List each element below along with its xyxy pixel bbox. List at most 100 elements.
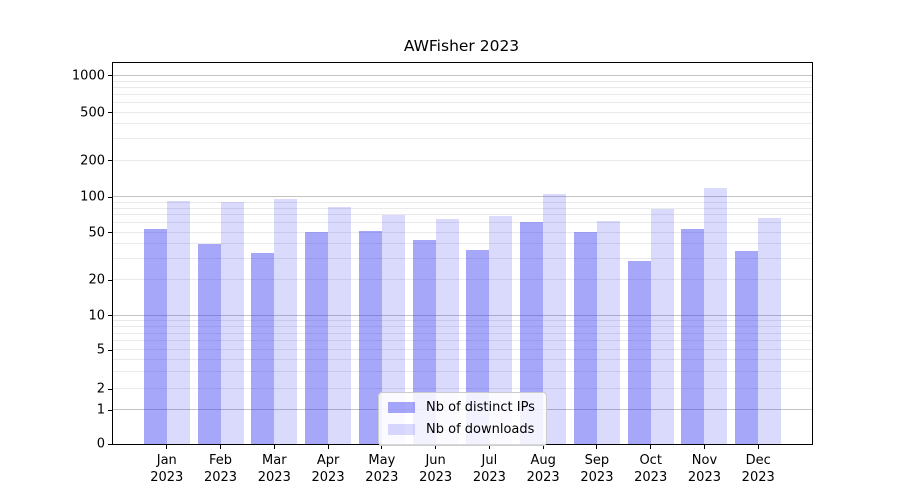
y-tick-mark — [108, 279, 113, 281]
x-tick-label-aug: Aug 2023 — [526, 453, 560, 485]
x-tick-mark — [273, 444, 275, 449]
downloads-bar-oct — [650, 208, 674, 444]
minor-gridline — [113, 231, 812, 233]
x-tick-mark — [381, 444, 383, 449]
distinct-ips-bar-oct — [627, 260, 651, 444]
minor-gridline — [113, 214, 812, 216]
downloads-bar-apr — [328, 207, 352, 444]
minor-gridline — [113, 201, 812, 203]
y-tick-mark — [108, 443, 113, 445]
x-tick-mark — [327, 444, 329, 449]
y-tick-mark — [108, 196, 113, 198]
y-tick-mark — [108, 388, 113, 390]
x-tick-label-dec: Dec 2023 — [741, 453, 775, 485]
minor-gridline — [113, 371, 812, 373]
x-tick-label-may: May 2023 — [365, 453, 399, 485]
minor-gridline — [113, 159, 812, 161]
x-tick-label-jan: Jan 2023 — [150, 453, 184, 485]
downloads-bar-nov — [704, 188, 728, 444]
distinct-ips-bar-dec — [735, 251, 759, 444]
distinct-ips-bar-nov — [681, 228, 705, 444]
x-tick-label-nov: Nov 2023 — [687, 453, 721, 485]
legend: Nb of distinct IPs Nb of downloads — [378, 392, 547, 446]
chart-title: AWFisher 2023 — [403, 37, 520, 55]
x-tick-mark — [596, 444, 598, 449]
legend-label-downloads: Nb of downloads — [426, 422, 535, 437]
minor-gridline — [113, 111, 812, 113]
minor-gridline — [113, 86, 812, 88]
minor-gridline — [113, 101, 812, 103]
minor-gridline — [113, 326, 812, 328]
minor-gridline — [113, 358, 812, 360]
minor-gridline — [113, 123, 812, 125]
x-tick-label-sep: Sep 2023 — [580, 453, 614, 485]
y-tick-label: 200 — [80, 153, 105, 169]
legend-item-distinct-ips: Nb of distinct IPs — [388, 400, 535, 415]
legend-swatch-downloads — [388, 424, 415, 435]
downloads-bar-jan — [166, 200, 190, 444]
y-tick-mark — [108, 315, 113, 317]
downloads-bar-feb — [220, 201, 244, 444]
y-tick-label: 500 — [80, 105, 105, 121]
x-tick-mark — [757, 444, 759, 449]
y-tick-label: 0 — [96, 436, 105, 452]
x-tick-mark — [435, 444, 437, 449]
minor-gridline — [113, 349, 812, 351]
x-tick-label-feb: Feb 2023 — [203, 453, 238, 485]
distinct-ips-bar-apr — [305, 231, 329, 444]
distinct-ips-bar-feb — [197, 244, 221, 444]
y-tick-label: 1 — [96, 402, 105, 418]
y-tick-label: 20 — [88, 272, 105, 288]
minor-gridline — [113, 138, 812, 140]
y-tick-mark — [108, 112, 113, 114]
x-tick-mark — [220, 444, 222, 449]
minor-gridline — [113, 243, 812, 245]
downloads-bar-may — [381, 215, 405, 444]
minor-gridline — [113, 93, 812, 95]
y-tick-label: 5 — [96, 342, 105, 358]
x-tick-mark — [166, 444, 168, 449]
minor-gridline — [113, 340, 812, 342]
legend-item-downloads: Nb of downloads — [388, 422, 535, 437]
x-tick-mark — [488, 444, 490, 449]
x-tick-mark — [650, 444, 652, 449]
minor-gridline — [113, 279, 812, 281]
minor-gridline — [113, 332, 812, 334]
x-tick-label-jun: Jun 2023 — [419, 453, 453, 485]
distinct-ips-bar-aug — [520, 222, 544, 444]
minor-gridline — [113, 222, 812, 224]
distinct-ips-bar-sep — [573, 231, 597, 444]
y-tick-mark — [108, 75, 113, 77]
y-tick-mark — [108, 232, 113, 234]
x-tick-mark — [542, 444, 544, 449]
x-tick-label-mar: Mar 2023 — [257, 453, 291, 485]
legend-swatch-distinct-ips — [388, 402, 415, 413]
y-tick-mark — [108, 349, 113, 351]
y-tick-label: 2 — [96, 381, 105, 397]
minor-gridline — [113, 388, 812, 390]
downloads-bar-mar — [274, 199, 298, 444]
legend-label-distinct-ips: Nb of distinct IPs — [426, 400, 535, 415]
downloads-bar-jul — [489, 216, 513, 444]
minor-gridline — [113, 258, 812, 260]
y-tick-mark — [108, 160, 113, 162]
major-gridline — [113, 314, 812, 316]
y-tick-label: 50 — [88, 225, 105, 241]
major-gridline — [113, 196, 812, 198]
y-tick-label: 1000 — [71, 68, 105, 84]
y-tick-label: 100 — [80, 189, 105, 205]
x-tick-label-oct: Oct 2023 — [634, 453, 668, 485]
downloads-bar-jun — [435, 219, 459, 444]
x-tick-mark — [703, 444, 705, 449]
minor-gridline — [113, 80, 812, 82]
x-tick-label-jul: Jul 2023 — [472, 453, 506, 485]
downloads-bar-sep — [596, 220, 620, 444]
distinct-ips-bar-jan — [143, 228, 167, 444]
distinct-ips-bar-mar — [251, 252, 275, 444]
downloads-bar-dec — [758, 217, 782, 444]
plot-area: 0 1 2 5 10 20 50 100 200 500 1000 Jan 2023 Feb 2023 M… — [72, 62, 813, 485]
x-tick-label-apr: Apr 2023 — [311, 453, 345, 485]
y-tick-mark — [108, 409, 113, 411]
major-gridline — [113, 74, 812, 76]
minor-gridline — [113, 207, 812, 209]
